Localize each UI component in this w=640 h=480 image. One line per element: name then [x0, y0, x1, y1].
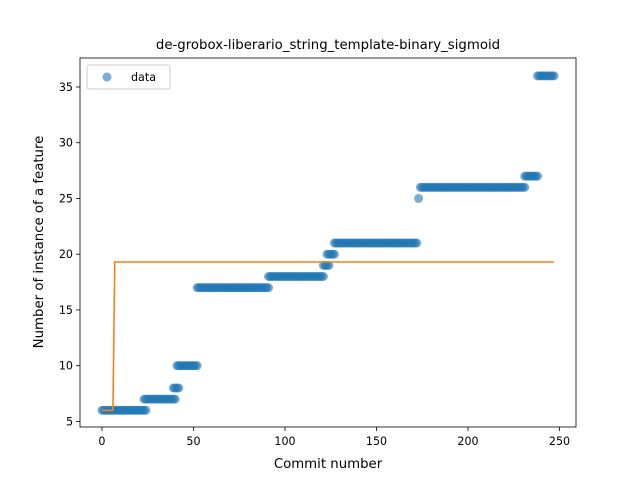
- data-point: [412, 238, 422, 248]
- data-point: [520, 182, 530, 192]
- data-point: [549, 71, 559, 81]
- fit-line-layer: [101, 261, 555, 412]
- x-tick-label: 0: [98, 435, 105, 448]
- data-point: [141, 405, 151, 415]
- x-axis: 0 50 100 150 200 250: [98, 427, 570, 448]
- x-tick-label: 50: [186, 435, 200, 448]
- data-point: [192, 361, 202, 371]
- legend-marker-data: [102, 72, 112, 82]
- x-axis-label: Commit number: [274, 457, 383, 472]
- data-point: [414, 193, 424, 203]
- x-tick-label: 200: [457, 435, 478, 448]
- legend: data: [86, 64, 171, 90]
- plot-frame: [79, 57, 577, 428]
- data-point: [324, 260, 334, 270]
- legend-label-data: data: [131, 71, 156, 84]
- fit-line: [101, 261, 555, 412]
- data-point: [170, 394, 180, 404]
- y-tick-label: 5: [66, 415, 73, 428]
- y-tick-label: 30: [59, 137, 73, 150]
- y-tick-label: 35: [59, 81, 73, 94]
- data-point: [264, 283, 274, 293]
- legend-box: [86, 64, 171, 90]
- x-tick-label: 150: [366, 435, 387, 448]
- y-axis: 5 10 15 20 25 30 35: [59, 81, 80, 428]
- data-point: [174, 383, 184, 393]
- y-axis-label: Number of instance of a feature: [32, 136, 47, 349]
- plot-data: [97, 71, 559, 415]
- data-point: [318, 272, 328, 282]
- x-tick-label: 250: [549, 435, 570, 448]
- y-tick-label: 20: [59, 248, 73, 261]
- y-tick-label: 25: [59, 192, 73, 205]
- data-point: [329, 249, 339, 259]
- y-tick-label: 15: [59, 304, 73, 317]
- x-tick-label: 100: [274, 435, 295, 448]
- chart-title: de-grobox-liberario_string_template-bina…: [156, 38, 500, 53]
- data-point: [533, 171, 543, 181]
- y-tick-label: 10: [59, 360, 73, 373]
